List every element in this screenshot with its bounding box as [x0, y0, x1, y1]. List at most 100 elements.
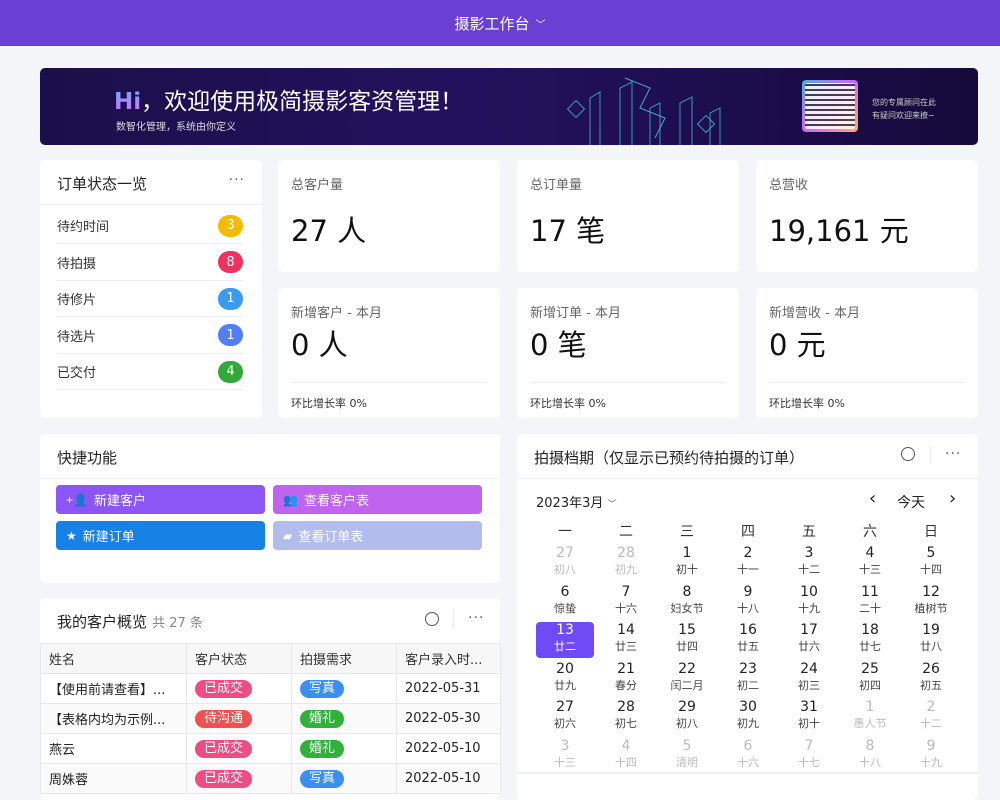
status-count-badge: 1 [218, 324, 243, 346]
table-row[interactable]: 周姝蓉 已成交 写真 2022-05-10 [40, 763, 501, 794]
order-status-item[interactable]: 待约时间 3 [57, 208, 243, 244]
calendar-day[interactable]: 22 闰二月 [658, 661, 716, 697]
stat-card: 总订单量 17 笔 [517, 160, 739, 272]
lunar-date: 十六 [615, 601, 637, 615]
calendar-day[interactable]: 20 廿九 [536, 661, 594, 697]
customer-name: 【使用前请查看】... [40, 673, 187, 704]
lunar-date: 十二 [798, 563, 820, 576]
calendar-day[interactable]: 2 十二 [902, 699, 960, 735]
table-row[interactable]: 【使用前请查看】... 已成交 写真 2022-05-31 [40, 673, 501, 704]
chevron-down-icon: ﹀ [535, 19, 546, 31]
calendar-day[interactable]: 11 二十 [841, 584, 899, 620]
lunar-date: 初四 [859, 678, 881, 692]
search-icon[interactable] [425, 612, 439, 626]
lunar-date: 十三 [554, 755, 576, 769]
calendar-day[interactable]: 6 十六 [719, 738, 777, 774]
order-status-item[interactable]: 待拍摄 8 [57, 245, 243, 281]
day-number: 13 [556, 622, 574, 638]
calendar-day[interactable]: 8 十八 [841, 738, 899, 774]
calendar-day[interactable]: 28 初七 [597, 699, 655, 735]
quick-button[interactable]: 👥 查看客户表 [273, 485, 482, 514]
requirement-tag: 写真 [300, 769, 345, 788]
calendar-day[interactable]: 6 惊蛰 [536, 584, 594, 620]
day-number: 30 [739, 699, 757, 715]
calendar-day[interactable]: 26 初五 [902, 661, 960, 697]
more-icon[interactable]: ··· [228, 172, 245, 188]
calendar-day[interactable]: 19 廿八 [902, 622, 960, 658]
lunar-date: 初九 [737, 717, 759, 730]
calendar-day[interactable]: 30 初九 [719, 699, 777, 735]
stat-value: 0 笔 [530, 328, 587, 362]
today-button[interactable]: 今天 [897, 495, 925, 511]
column-header[interactable]: 姓名 [40, 643, 187, 674]
entry-date: 2022-05-10 [396, 733, 501, 764]
day-number: 16 [739, 622, 757, 638]
quick-button[interactable]: ★ 新建订单 [56, 521, 265, 550]
calendar-day[interactable]: 2 十一 [719, 545, 777, 581]
calendar-day[interactable]: 27 初六 [536, 699, 594, 735]
calendar-day[interactable]: 1 愚人节 [841, 699, 899, 735]
calendar-day[interactable]: 21 春分 [597, 661, 655, 697]
table-row[interactable]: 燕云 已成交 婚礼 2022-05-10 [40, 733, 501, 764]
day-number: 28 [617, 699, 635, 715]
calendar-day[interactable]: 3 十三 [536, 738, 594, 774]
calendar-day[interactable]: 4 十四 [597, 738, 655, 774]
calendar-day[interactable]: 28 初九 [597, 545, 655, 581]
entry-date: 2022-05-10 [396, 763, 501, 794]
column-header[interactable]: 客户录入时... [396, 643, 501, 674]
calendar-day[interactable]: 17 廿六 [780, 622, 838, 658]
quick-button[interactable]: ▰ 查看订单表 [273, 521, 482, 550]
calendar-day[interactable]: 31 初十 [780, 699, 838, 735]
calendar-day[interactable]: 9 十八 [719, 584, 777, 620]
order-status-item[interactable]: 待选片 1 [57, 318, 243, 354]
table-row[interactable]: 【表格内均为示例... 待沟通 婚礼 2022-05-30 [40, 703, 501, 734]
calendar-day[interactable]: 14 廿三 [597, 622, 655, 658]
calendar-day[interactable]: 18 廿七 [841, 622, 899, 658]
stat-value: 17 笔 [530, 214, 606, 248]
day-number: 7 [804, 737, 814, 754]
stat-label: 总营收 [769, 178, 809, 193]
calendar-day[interactable]: 1 初十 [658, 545, 716, 581]
stat-value: 27 人 [291, 214, 367, 248]
day-number: 8 [865, 737, 875, 754]
column-header[interactable]: 拍摄需求 [291, 643, 397, 674]
day-number: 19 [922, 622, 940, 638]
day-number: 25 [861, 660, 879, 677]
customer-name: 燕云 [40, 733, 187, 764]
day-number: 29 [678, 699, 696, 715]
lunar-date: 十八 [859, 755, 881, 769]
calendar-day[interactable]: 10 十九 [780, 584, 838, 620]
workspace-switcher[interactable]: 摄影工作台 ﹀ [0, 0, 1000, 46]
column-header[interactable]: 客户状态 [186, 643, 292, 674]
calendar-day[interactable]: 24 初三 [780, 661, 838, 697]
calendar-day[interactable]: 25 初四 [841, 661, 899, 697]
day-number: 12 [922, 583, 940, 600]
order-status-item[interactable]: 已交付 4 [57, 354, 243, 390]
order-status-item[interactable]: 待修片 1 [57, 281, 243, 317]
calendar-day[interactable]: 16 廿五 [719, 622, 777, 658]
calendar-day[interactable]: 23 初二 [719, 661, 777, 697]
calendar-day[interactable]: 5 十四 [902, 545, 960, 581]
calendar-day[interactable]: 27 初八 [536, 545, 594, 581]
calendar-day[interactable]: 9 十九 [902, 738, 960, 774]
more-icon[interactable]: ··· [945, 446, 962, 462]
calendar-day[interactable]: 29 初八 [658, 699, 716, 735]
star-icon: ★ [66, 528, 77, 543]
prev-month-button[interactable]: ‹ [869, 488, 877, 509]
quick-button[interactable]: +👤 新建客户 [56, 485, 265, 514]
search-icon[interactable] [901, 447, 915, 461]
month-picker[interactable]: 2023年3月 ﹀ [536, 496, 617, 511]
calendar-day[interactable]: 7 十六 [597, 584, 655, 620]
calendar-day[interactable]: 15 廿四 [658, 622, 716, 658]
calendar-day[interactable]: 5 清明 [658, 738, 716, 774]
day-number: 27 [556, 545, 574, 561]
more-icon[interactable]: ··· [468, 610, 485, 626]
calendar-day[interactable]: 13 廿二 [536, 622, 594, 658]
day-number: 20 [556, 660, 574, 677]
calendar-day[interactable]: 8 妇女节 [658, 584, 716, 620]
calendar-day[interactable]: 4 十三 [841, 545, 899, 581]
calendar-day[interactable]: 12 植树节 [902, 584, 960, 620]
next-month-button[interactable]: › [949, 488, 957, 509]
calendar-day[interactable]: 7 十七 [780, 738, 838, 774]
calendar-day[interactable]: 3 十二 [780, 545, 838, 581]
